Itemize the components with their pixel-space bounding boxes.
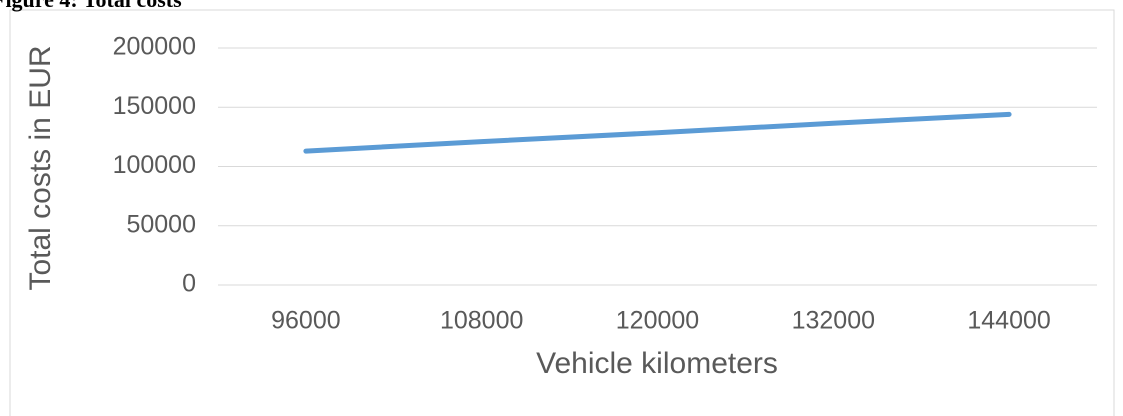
x-axis-title: Vehicle kilometers bbox=[536, 347, 778, 380]
y-tick-label: 0 bbox=[182, 270, 196, 298]
y-tick-label: 50000 bbox=[126, 210, 196, 238]
x-tick-label: 96000 bbox=[271, 307, 341, 335]
y-tick-label: 100000 bbox=[113, 151, 196, 179]
x-tick-label: 108000 bbox=[440, 307, 523, 335]
x-tick-label: 120000 bbox=[616, 307, 699, 335]
y-axis-title: Total costs in EUR bbox=[24, 45, 57, 290]
figure-caption: Figure 4: Total costs bbox=[0, 0, 182, 12]
data-line bbox=[303, 111, 1012, 154]
x-tick-label: 144000 bbox=[967, 307, 1050, 335]
x-tick-label: 132000 bbox=[792, 307, 875, 335]
y-tick-label: 150000 bbox=[113, 92, 196, 120]
chart-border bbox=[9, 9, 1115, 416]
y-tick-label: 200000 bbox=[113, 33, 196, 61]
